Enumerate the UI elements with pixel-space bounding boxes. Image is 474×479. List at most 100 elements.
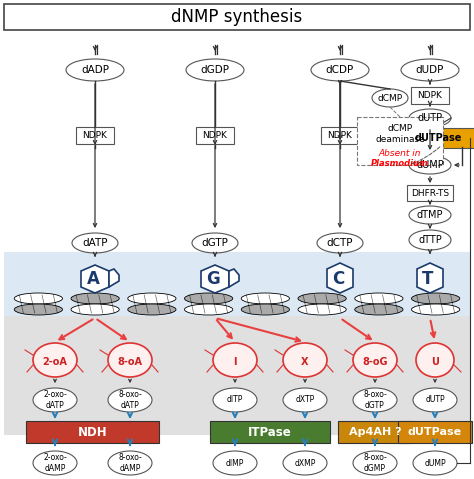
Ellipse shape (353, 388, 397, 412)
Text: 8-oxo-
dATP: 8-oxo- dATP (118, 390, 142, 410)
Ellipse shape (128, 304, 176, 315)
Text: G: G (206, 270, 220, 288)
Ellipse shape (355, 304, 403, 315)
Polygon shape (201, 265, 229, 293)
Text: 8-oxo-
dGTP: 8-oxo- dGTP (363, 390, 387, 410)
Ellipse shape (311, 59, 369, 81)
Polygon shape (417, 263, 443, 293)
Polygon shape (229, 269, 239, 287)
Ellipse shape (241, 304, 290, 315)
Text: deaminase: deaminase (375, 136, 425, 145)
Text: A: A (87, 270, 100, 288)
Text: dGTP: dGTP (201, 238, 228, 248)
Text: NDPK: NDPK (418, 91, 442, 100)
Text: 8-oxo-
dAMP: 8-oxo- dAMP (118, 453, 142, 473)
Ellipse shape (298, 293, 346, 304)
Ellipse shape (283, 343, 327, 377)
Polygon shape (81, 265, 109, 293)
Text: dCTP: dCTP (327, 238, 353, 248)
FancyBboxPatch shape (398, 421, 472, 443)
Text: dUTP: dUTP (425, 396, 445, 404)
Text: Absent in: Absent in (379, 148, 421, 158)
Text: dNMP synthesis: dNMP synthesis (172, 8, 302, 26)
Ellipse shape (409, 206, 451, 224)
FancyBboxPatch shape (196, 126, 234, 144)
FancyBboxPatch shape (321, 126, 359, 144)
Text: DHFR-TS: DHFR-TS (411, 189, 449, 197)
Ellipse shape (192, 233, 238, 253)
Ellipse shape (213, 451, 257, 475)
Text: U: U (431, 357, 439, 367)
FancyBboxPatch shape (4, 4, 470, 30)
Text: 8-oG: 8-oG (362, 357, 388, 367)
Ellipse shape (71, 304, 119, 315)
Text: dUDP: dUDP (416, 65, 444, 75)
Ellipse shape (416, 343, 454, 377)
Ellipse shape (108, 388, 152, 412)
Ellipse shape (409, 109, 451, 127)
FancyBboxPatch shape (357, 117, 443, 165)
Polygon shape (327, 263, 353, 293)
Ellipse shape (33, 451, 77, 475)
Ellipse shape (409, 156, 451, 174)
Ellipse shape (186, 59, 244, 81)
Ellipse shape (283, 451, 327, 475)
Text: dIMP: dIMP (226, 458, 244, 468)
Ellipse shape (128, 293, 176, 304)
Ellipse shape (14, 293, 63, 304)
FancyBboxPatch shape (26, 421, 159, 443)
Ellipse shape (213, 343, 257, 377)
FancyBboxPatch shape (411, 87, 449, 103)
Ellipse shape (108, 451, 152, 475)
Polygon shape (109, 269, 119, 287)
Ellipse shape (411, 293, 460, 304)
FancyBboxPatch shape (210, 421, 330, 443)
Text: dITP: dITP (227, 396, 243, 404)
Text: dTTP: dTTP (418, 235, 442, 245)
Ellipse shape (33, 388, 77, 412)
Text: dUMP: dUMP (424, 458, 446, 468)
Text: dTMP: dTMP (417, 210, 443, 220)
Text: T: T (422, 270, 434, 288)
FancyBboxPatch shape (407, 185, 453, 201)
Text: dUMP: dUMP (416, 160, 444, 170)
Ellipse shape (71, 293, 119, 304)
Bar (4, 252, 470, 322)
Text: 2-oA: 2-oA (43, 357, 67, 367)
Text: dCDP: dCDP (326, 65, 354, 75)
FancyBboxPatch shape (338, 421, 412, 443)
Text: dATP: dATP (82, 238, 108, 248)
Text: dXTP: dXTP (295, 396, 315, 404)
Text: ITPase: ITPase (248, 425, 292, 438)
Ellipse shape (283, 388, 327, 412)
Text: dXMP: dXMP (294, 458, 316, 468)
Text: I: I (233, 357, 237, 367)
Ellipse shape (184, 304, 233, 315)
Ellipse shape (184, 293, 233, 304)
Ellipse shape (353, 343, 397, 377)
Ellipse shape (411, 304, 460, 315)
Text: NDPK: NDPK (328, 130, 353, 139)
Text: Ap4AH ?: Ap4AH ? (349, 427, 401, 437)
Ellipse shape (413, 388, 457, 412)
Text: X: X (301, 357, 309, 367)
Bar (4, 316, 470, 435)
Text: 8-oxo-
dGMP: 8-oxo- dGMP (363, 453, 387, 473)
Ellipse shape (317, 233, 363, 253)
Text: Plasmodium: Plasmodium (371, 160, 429, 169)
Text: NDH: NDH (78, 425, 107, 438)
FancyBboxPatch shape (417, 128, 474, 148)
Text: 2-oxo-
dATP: 2-oxo- dATP (43, 390, 67, 410)
Ellipse shape (355, 293, 403, 304)
Text: NDPK: NDPK (82, 130, 108, 139)
Text: 2-oxo-
dAMP: 2-oxo- dAMP (43, 453, 67, 473)
Ellipse shape (66, 59, 124, 81)
Ellipse shape (72, 233, 118, 253)
Ellipse shape (353, 451, 397, 475)
Ellipse shape (108, 343, 152, 377)
Ellipse shape (33, 343, 77, 377)
FancyBboxPatch shape (76, 126, 114, 144)
Ellipse shape (213, 388, 257, 412)
Text: C: C (332, 270, 344, 288)
Ellipse shape (401, 59, 459, 81)
